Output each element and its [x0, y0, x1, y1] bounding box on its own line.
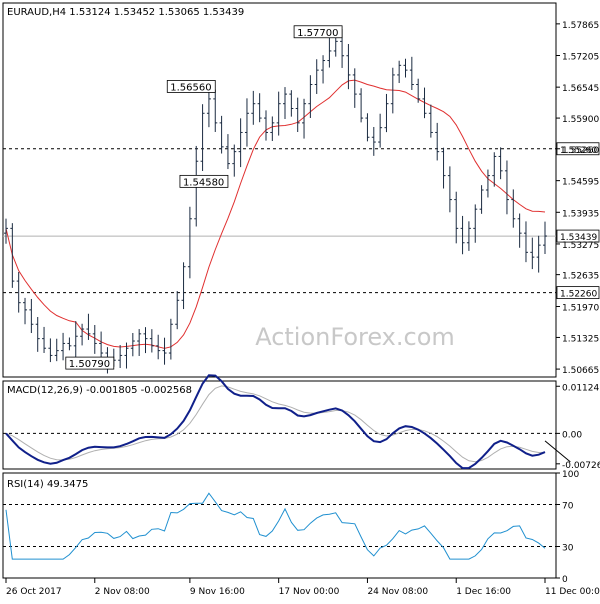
callout-label: 1.54580 — [183, 177, 224, 188]
rsi-tick-label: 100 — [562, 470, 579, 480]
time-tick-label: 17 Nov 00:00 — [279, 587, 340, 597]
price-tick-label: 1.51325 — [562, 334, 599, 344]
rsi-line — [5, 492, 546, 560]
rsi-line — [3, 492, 556, 560]
rsi-axis: 100 70 30 0 — [556, 470, 579, 585]
symbol-header: EURAUD,H4 1.53124 1.53452 1.53065 1.5343… — [7, 7, 244, 18]
callout-label: 1.50790 — [69, 359, 110, 370]
macd-tick-label: -0.007263 — [562, 461, 600, 471]
watermark: ActionForex.com — [255, 323, 455, 351]
rsi-tick-label: 0 — [562, 575, 568, 585]
rsi-panel — [2, 472, 557, 579]
macd-trendline — [544, 440, 571, 463]
price-tick-label: 1.55260 — [562, 146, 599, 156]
time-axis: 26 Oct 2017 2 Nov 08:00 9 Nov 16:00 17 Nov … — [5, 578, 600, 597]
candles — [4, 29, 547, 374]
price-tick-label: 1.56545 — [562, 84, 599, 94]
time-tick-label: 9 Nov 16:00 — [190, 587, 245, 597]
callout-box — [65, 356, 115, 370]
callout-box — [293, 25, 343, 39]
price-tick-label: 1.57205 — [562, 53, 599, 63]
macd-header: MACD(12,26,9) -0.001805 -0.002568 — [7, 385, 192, 396]
rsi-tick-label: 30 — [562, 544, 574, 554]
price-callouts: 1.57700 1.56560 1.54580 1.50790 — [65, 25, 343, 370]
time-tick-label: 2 Nov 08:00 — [95, 587, 150, 597]
price-tick-label: 1.52635 — [562, 272, 599, 282]
rsi-tick-label: 70 — [562, 502, 574, 512]
macd-axis: 0.011247 0.00 -0.007263 — [556, 383, 600, 471]
main-panel — [2, 2, 557, 378]
macd-tick-label: 0.011247 — [562, 383, 600, 393]
macd-panel — [2, 380, 557, 470]
callout-label: 1.56560 — [170, 82, 211, 93]
callout-box — [166, 80, 216, 93]
callout-label: 1.57700 — [297, 28, 338, 39]
price-tick-label: 1.54595 — [562, 178, 599, 188]
price-tick-label: 1.51970 — [562, 304, 599, 314]
rsi-header: RSI(14) 49.3475 — [7, 479, 88, 490]
price-tick-label: 1.55900 — [562, 115, 599, 125]
callout-box — [179, 174, 229, 188]
time-tick-label: 26 Oct 2017 — [6, 587, 62, 597]
level-label-box — [556, 286, 600, 300]
price-tick-label: 1.53275 — [562, 241, 599, 251]
ma-line — [5, 79, 546, 349]
macd-line — [5, 374, 546, 470]
price-tick-label: 1.50665 — [562, 366, 599, 376]
current-price-box — [556, 229, 600, 243]
macd-lines — [3, 374, 571, 470]
level-label: 1.55260 — [560, 146, 597, 156]
moving-average — [5, 79, 546, 349]
price-tick-label: 1.57865 — [562, 21, 599, 31]
time-tick-label: 11 Dec 00:00 — [545, 587, 600, 597]
macd-tick-label: 0.00 — [562, 430, 582, 440]
price-axis: 1.57865 1.57205 1.56545 1.55900 1.55260 1.545… — [556, 21, 599, 376]
level-label: 1.52260 — [560, 290, 597, 300]
price-tick-label: 1.53935 — [562, 209, 599, 219]
time-tick-label: 24 Nov 08:00 — [367, 587, 428, 597]
macd-signal-line — [5, 385, 546, 463]
current-price-label: 1.53439 — [560, 233, 597, 243]
time-tick-label: 1 Dec 16:00 — [456, 587, 511, 597]
